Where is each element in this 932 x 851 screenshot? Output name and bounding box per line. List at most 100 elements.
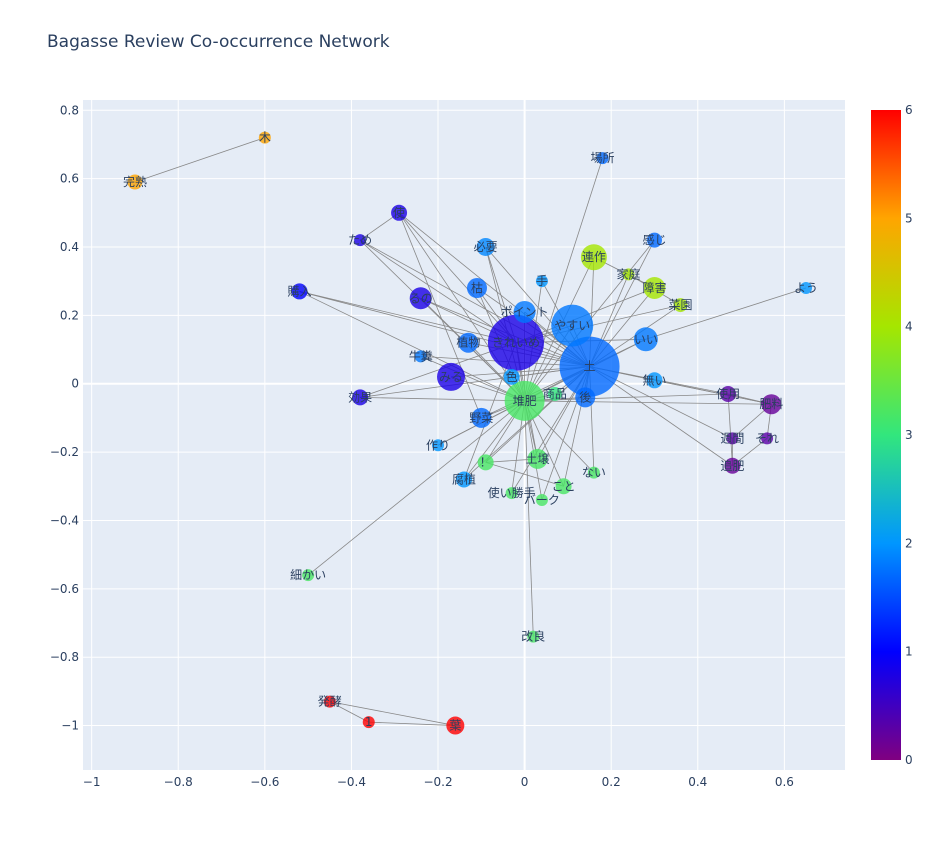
node-marker[interactable] <box>622 268 635 281</box>
y-tick-label: −0.4 <box>50 513 79 527</box>
node-marker[interactable] <box>513 300 536 323</box>
node-marker[interactable] <box>291 283 308 300</box>
node-marker[interactable] <box>391 204 408 221</box>
node-label: 商品 <box>543 386 567 401</box>
node-marker[interactable] <box>761 432 774 445</box>
node-marker[interactable] <box>476 237 495 256</box>
node-marker[interactable] <box>414 350 427 363</box>
node-label: 牛糞 <box>409 348 433 363</box>
edge-line <box>485 461 564 487</box>
colorbar-tick-label: 0 <box>905 753 913 767</box>
node-marker[interactable] <box>800 282 813 295</box>
node-marker[interactable] <box>575 387 596 408</box>
node-marker[interactable] <box>643 277 666 300</box>
node-marker[interactable] <box>487 314 544 371</box>
node-marker[interactable] <box>527 448 548 469</box>
node-marker[interactable] <box>362 716 375 729</box>
x-tick-label: 0.4 <box>688 775 707 789</box>
node-marker[interactable] <box>535 493 548 506</box>
x-tick-label: −0.2 <box>423 775 452 789</box>
node-marker[interactable] <box>527 630 540 643</box>
node-marker[interactable] <box>673 298 688 313</box>
node-label: 使 <box>393 205 405 220</box>
node-marker[interactable] <box>409 287 432 310</box>
node-marker[interactable] <box>504 380 545 421</box>
node-marker[interactable] <box>726 432 739 445</box>
colorbar-tick-label: 4 <box>905 320 913 334</box>
edge-line <box>134 137 265 183</box>
edge-line <box>359 239 517 344</box>
node-label: 色 <box>506 370 518 384</box>
x-tick-label: −0.6 <box>250 775 279 789</box>
y-tick-label: −0.6 <box>50 582 79 596</box>
y-tick-label: −0.8 <box>50 650 79 664</box>
node-layer[interactable] <box>127 131 813 735</box>
node-label: 使い勝手 <box>488 485 536 500</box>
node-marker[interactable] <box>535 275 548 288</box>
node-marker[interactable] <box>302 569 315 582</box>
node-marker[interactable] <box>471 407 492 428</box>
node-marker[interactable] <box>559 336 620 397</box>
node-label: 植物 <box>456 335 480 350</box>
node-label: やすい <box>554 319 590 333</box>
node-marker[interactable] <box>596 152 609 165</box>
node-marker[interactable] <box>503 368 520 385</box>
edge-line <box>299 291 525 402</box>
chart-title: Bagasse Review Co-occurrence Network <box>47 32 390 52</box>
node-label: 葉 <box>449 719 461 733</box>
node-label: 場所 <box>591 151 615 165</box>
node-label: 後 <box>579 390 591 404</box>
node-marker[interactable] <box>466 278 487 299</box>
x-tick-label: 0 <box>521 775 529 789</box>
edge-line <box>299 291 517 344</box>
y-tick-label: 0.6 <box>60 172 79 186</box>
node-label: るの <box>409 291 433 305</box>
node-label: ため <box>348 233 372 247</box>
node-label: 土 <box>584 360 596 374</box>
node-marker[interactable] <box>555 478 572 495</box>
node-marker[interactable] <box>458 332 479 353</box>
node-marker[interactable] <box>432 439 445 452</box>
node-marker[interactable] <box>505 487 518 500</box>
node-label: 1 <box>365 715 373 729</box>
node-marker[interactable] <box>580 244 607 271</box>
node-marker[interactable] <box>323 695 336 708</box>
node-marker[interactable] <box>456 471 472 488</box>
node-label: 肥料 <box>759 397 783 411</box>
edge-line <box>398 212 590 367</box>
node-label: 枯 <box>471 280 483 295</box>
node-label: ない <box>582 466 606 480</box>
node-marker[interactable] <box>551 304 594 347</box>
node-label: いい <box>634 332 658 346</box>
edge-line <box>329 701 369 723</box>
colorbar-tick-label: 5 <box>905 211 913 225</box>
node-label: ！ <box>480 455 492 469</box>
node-marker[interactable] <box>437 362 466 391</box>
node-marker[interactable] <box>587 466 600 479</box>
x-tick-label: −0.4 <box>337 775 366 789</box>
edge-line <box>368 721 456 726</box>
node-label: 菜園 <box>668 298 692 312</box>
node-marker[interactable] <box>446 716 465 735</box>
y-tick-label: 0.8 <box>60 103 79 117</box>
node-marker[interactable] <box>646 372 663 389</box>
node-label: 腐植 <box>452 471 476 486</box>
node-marker[interactable] <box>633 327 658 352</box>
node-marker[interactable] <box>547 386 562 401</box>
node-label: 障害 <box>642 280 666 295</box>
edge-line <box>307 400 525 576</box>
node-marker[interactable] <box>477 454 494 471</box>
node-marker[interactable] <box>724 457 741 474</box>
node-label: 手 <box>536 274 548 288</box>
node-label: 堆肥 <box>513 394 537 408</box>
x-tick-label: 0.6 <box>775 775 794 789</box>
node-label: こと <box>552 479 576 493</box>
node-marker[interactable] <box>720 385 737 402</box>
node-marker[interactable] <box>647 232 662 248</box>
node-marker[interactable] <box>258 131 271 144</box>
node-marker[interactable] <box>761 394 782 415</box>
node-marker[interactable] <box>127 174 143 190</box>
node-marker[interactable] <box>352 389 369 406</box>
node-marker[interactable] <box>354 234 367 247</box>
